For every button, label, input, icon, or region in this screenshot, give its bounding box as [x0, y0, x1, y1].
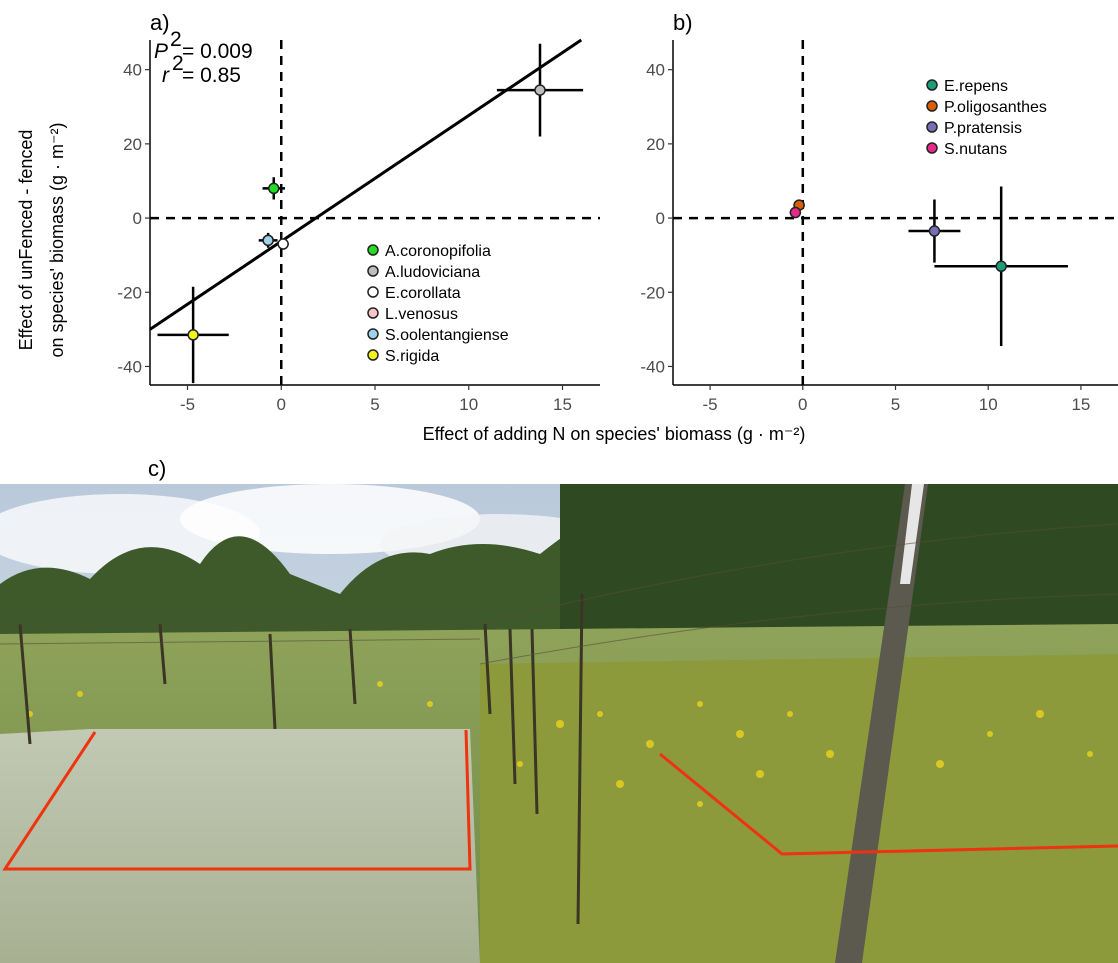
panel-a-plot: -5 0 5 10 15 -40 -20 0 20 40 A.coronopifolia A.lud… [117, 38, 600, 414]
legend-label-p-oligosanthes: P.oligosanthes [944, 99, 1047, 116]
marker-a-ludoviciana [534, 84, 546, 96]
legend-key-p-pratensis [926, 121, 938, 133]
marker-s-oolentangiense [262, 234, 274, 247]
point-s-nutans [789, 206, 802, 219]
p-value-prefix: P [154, 40, 168, 63]
legend-label-s-rigida: S.rigida [385, 348, 439, 365]
panel-b-plot: -5 0 5 10 15 -40 -20 0 20 40 E.repens P.oligosanth… [640, 40, 1118, 414]
legend-label-p-pratensis: P.pratensis [944, 120, 1022, 137]
legend-key-s-rigida [367, 349, 379, 361]
x-axis-title: Effect of adding N on species' biomass (… [423, 424, 806, 444]
y-axis-title-line2: on species' biomass (g · m⁻²) [47, 122, 67, 357]
panel-b-y-tick-label: -20 [640, 283, 665, 302]
marker-e-repens [995, 260, 1007, 273]
legend-label-a-ludoviciana: A.ludoviciana [385, 264, 480, 281]
legend-key-l-venosus [367, 307, 379, 319]
point-p-pratensis [908, 199, 961, 263]
panel-a-x-tick-label: 10 [459, 395, 478, 414]
y-axis-title-line1: Effect of unFenced - fenced [16, 130, 36, 351]
panel-c-label: c) [148, 456, 166, 481]
legend-label-l-venosus: L.venosus [385, 306, 458, 323]
point-a-ludoviciana [496, 43, 584, 137]
panel-b-y-tick-label: -40 [640, 357, 665, 376]
panel-b-x-tick-label: -5 [703, 395, 718, 414]
legend-label-e-corollata: E.corollata [385, 285, 461, 302]
panel-a-y-tick-label: 0 [133, 209, 142, 228]
r2-superscript: 2 [172, 52, 184, 75]
legend-key-s-nutans [926, 142, 938, 154]
p-value-superscript: 2 [170, 28, 182, 51]
marker-a-coronopifolia [268, 182, 280, 195]
legend-label-s-nutans: S.nutans [944, 141, 1007, 158]
legend-label-e-repens: E.repens [944, 78, 1008, 95]
point-s-oolentangiense [258, 232, 278, 248]
point-e-repens [934, 186, 1068, 347]
legend-label-s-oolentangiense: S.oolentangiense [385, 327, 509, 344]
panel-a-x-tick-label: 5 [370, 395, 379, 414]
field-photo-drawing [0, 484, 1118, 963]
panel-a-label: a) [150, 10, 170, 35]
panel-a-y-tick-label: -40 [117, 357, 142, 376]
legend-key-a-coronopifolia [367, 244, 379, 256]
point-s-rigida [157, 286, 229, 384]
point-a-coronopifolia [262, 177, 285, 200]
panel-a-y-tick-label: 20 [123, 135, 142, 154]
panel-b-y-tick-label: 40 [646, 61, 665, 80]
panel-a-y-tick-label: -20 [117, 283, 142, 302]
legend-key-e-corollata [367, 286, 379, 298]
regression-line [149, 38, 583, 331]
legend-key-s-oolentangiense [367, 328, 379, 340]
panel-b-x-tick-label: 15 [1071, 395, 1090, 414]
panel-a-x-tick-label: -5 [180, 395, 195, 414]
marker-p-pratensis [928, 225, 941, 237]
field-photo [0, 484, 1118, 963]
panel-b-x-tick-label: 5 [891, 395, 900, 414]
panel-a-y-tick-label: 40 [123, 61, 142, 80]
legend-key-a-ludoviciana [367, 265, 379, 277]
marker-e-corollata [277, 238, 289, 250]
panel-b-y-tick-label: 0 [656, 209, 665, 228]
panel-b-label: b) [673, 10, 693, 35]
r2-prefix: r [162, 64, 170, 87]
marker-s-rigida [187, 329, 199, 341]
panel-a-x-tick-label: 0 [277, 395, 286, 414]
legend-label-a-coronopifolia: A.coronopifolia [385, 243, 491, 260]
point-e-corollata [277, 238, 289, 250]
panel-b-y-tick-label: 20 [646, 135, 665, 154]
marker-s-nutans [789, 206, 802, 219]
legend-key-e-repens [926, 79, 938, 91]
legend-key-p-oligosanthes [926, 100, 938, 112]
panel-b-x-tick-label: 0 [798, 395, 807, 414]
panel-b-x-tick-label: 10 [979, 395, 998, 414]
panel-a-x-tick-label: 15 [553, 395, 572, 414]
p-value-text: = 0.009 [182, 40, 253, 63]
r2-text: = 0.85 [182, 64, 241, 87]
